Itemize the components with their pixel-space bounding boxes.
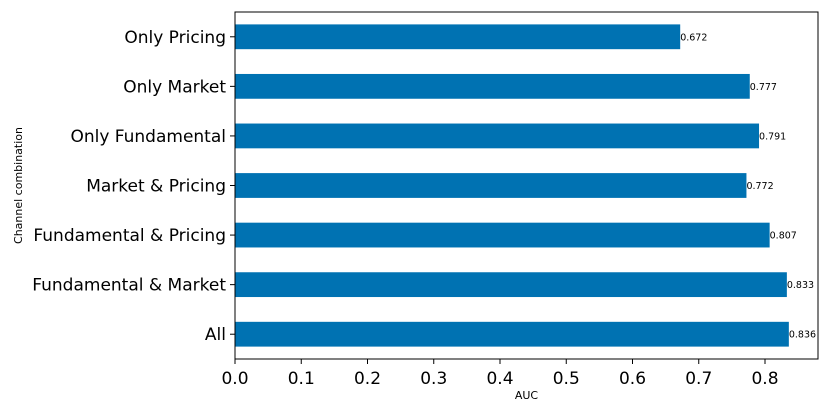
x-tick-label: 0.7 xyxy=(685,369,712,389)
bar-value-label: 0.672 xyxy=(680,32,707,43)
x-tick-label: 0.2 xyxy=(354,369,381,389)
bar xyxy=(235,123,760,149)
bar-value-label: 0.833 xyxy=(787,280,814,291)
category-label: Fundamental & Pricing xyxy=(33,226,226,246)
category-label: Only Fundamental xyxy=(70,127,226,147)
bar xyxy=(235,173,747,198)
x-tick-label: 0.6 xyxy=(619,369,646,389)
data-labels-group: 0.672 0.777 0.791 0.772 0.807 0.833 0.836 xyxy=(680,32,816,340)
category-label: Only Market xyxy=(123,77,226,97)
bar-value-label: 0.777 xyxy=(750,82,777,93)
category-label: All xyxy=(205,325,226,345)
bar-value-label: 0.791 xyxy=(759,131,786,142)
x-axis-label: AUC xyxy=(515,389,539,402)
x-ticks-group: 0.0 0.1 0.2 0.3 0.4 0.5 0.6 0.7 0.8 xyxy=(221,359,779,389)
bars-group xyxy=(235,24,789,347)
category-labels-group: Only Pricing Only Market Only Fundamental M… xyxy=(32,28,235,345)
bar-value-label: 0.807 xyxy=(770,231,797,242)
category-label: Only Pricing xyxy=(124,28,226,48)
bar-value-label: 0.836 xyxy=(789,330,816,341)
x-tick-label: 0.1 xyxy=(288,369,315,389)
x-tick-label: 0.8 xyxy=(751,369,778,389)
category-label: Fundamental & Market xyxy=(32,276,226,296)
x-tick-label: 0.0 xyxy=(221,369,248,389)
y-axis-label: Channel combination xyxy=(12,127,25,244)
x-tick-label: 0.5 xyxy=(553,369,580,389)
category-label: Market & Pricing xyxy=(86,177,226,197)
x-tick-label: 0.3 xyxy=(420,369,447,389)
bar xyxy=(235,321,789,347)
x-tick-label: 0.4 xyxy=(486,369,513,389)
bar xyxy=(235,272,787,298)
bar xyxy=(235,73,750,99)
bar xyxy=(235,24,681,50)
bar-value-label: 0.772 xyxy=(746,181,773,192)
plot-frame xyxy=(234,11,819,360)
bar xyxy=(235,222,770,248)
